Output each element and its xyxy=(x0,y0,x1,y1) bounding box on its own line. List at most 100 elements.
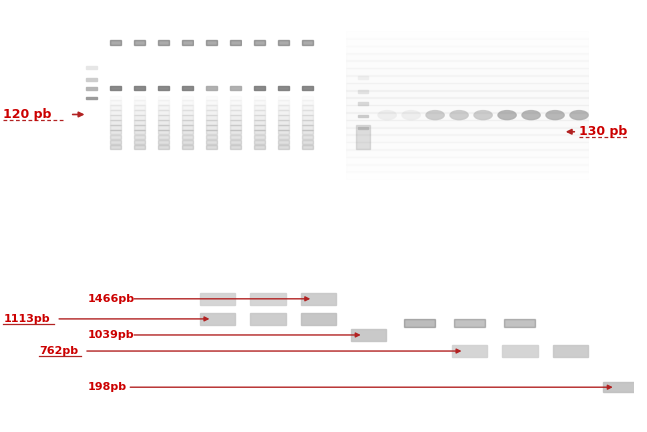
Text: 9: 9 xyxy=(304,18,311,27)
Bar xyxy=(302,135,313,140)
Bar xyxy=(278,120,289,124)
Bar xyxy=(254,135,265,140)
Bar xyxy=(206,120,217,124)
Text: 2: 2 xyxy=(265,230,271,239)
Text: 3: 3 xyxy=(432,18,438,27)
Bar xyxy=(346,38,589,46)
Bar xyxy=(278,145,289,149)
Bar xyxy=(254,110,265,115)
Bar xyxy=(278,86,289,90)
Text: 6: 6 xyxy=(504,18,510,27)
Text: 130 pb: 130 pb xyxy=(579,125,628,138)
Text: 3: 3 xyxy=(160,18,166,27)
Bar xyxy=(278,115,289,120)
Bar xyxy=(206,91,217,95)
Bar xyxy=(254,95,265,100)
Bar xyxy=(230,40,241,45)
Bar xyxy=(346,31,589,39)
Bar xyxy=(158,105,169,110)
Bar xyxy=(134,86,145,90)
Bar xyxy=(346,149,589,157)
Bar xyxy=(158,95,169,100)
Bar xyxy=(134,95,145,100)
Bar xyxy=(206,86,217,90)
Bar xyxy=(302,130,313,134)
Bar xyxy=(254,140,265,144)
Bar xyxy=(452,345,487,357)
Bar xyxy=(358,115,369,117)
Text: 8: 8 xyxy=(280,18,287,27)
Bar xyxy=(230,91,241,95)
Bar xyxy=(182,145,193,149)
Bar xyxy=(358,62,369,65)
Bar xyxy=(200,293,236,305)
Text: 9: 9 xyxy=(576,18,582,27)
Bar xyxy=(278,105,289,110)
Text: 6: 6 xyxy=(232,18,239,27)
Bar xyxy=(110,115,121,120)
Bar xyxy=(346,90,589,98)
Bar xyxy=(134,105,145,110)
Text: 7: 7 xyxy=(256,18,263,27)
Bar xyxy=(158,145,169,149)
Bar xyxy=(182,140,193,144)
Bar xyxy=(301,293,336,305)
Bar xyxy=(110,40,121,45)
Bar xyxy=(278,125,289,130)
Bar xyxy=(206,130,217,134)
Bar xyxy=(158,135,169,140)
Bar xyxy=(230,145,241,149)
Ellipse shape xyxy=(378,111,396,120)
Bar xyxy=(278,135,289,140)
Bar xyxy=(230,110,241,115)
Bar xyxy=(182,101,193,105)
Bar xyxy=(301,313,336,324)
Bar xyxy=(346,68,589,76)
Text: 1466pb: 1466pb xyxy=(87,294,135,304)
Text: 1: 1 xyxy=(113,18,118,27)
Bar xyxy=(86,97,97,99)
Bar xyxy=(182,120,193,124)
Bar xyxy=(158,130,169,134)
Bar xyxy=(158,115,169,120)
Text: 2: 2 xyxy=(408,18,414,27)
Bar xyxy=(346,134,589,143)
Bar xyxy=(505,318,536,327)
Ellipse shape xyxy=(498,111,516,120)
Text: 762pb: 762pb xyxy=(39,346,78,356)
Bar xyxy=(182,95,193,100)
Bar xyxy=(346,45,589,54)
Text: 9: 9 xyxy=(618,230,624,239)
Bar xyxy=(346,83,589,91)
Bar xyxy=(110,145,121,149)
Bar xyxy=(182,105,193,110)
Bar xyxy=(254,115,265,120)
Bar xyxy=(134,91,145,95)
Bar xyxy=(110,140,121,144)
Ellipse shape xyxy=(522,111,540,120)
Bar xyxy=(302,140,313,144)
Bar xyxy=(182,86,193,90)
Bar xyxy=(110,120,121,124)
Bar xyxy=(254,120,265,124)
Bar xyxy=(110,105,121,110)
Text: 8: 8 xyxy=(552,18,558,27)
Bar xyxy=(182,40,193,45)
Bar xyxy=(346,127,589,135)
Bar xyxy=(404,318,435,327)
Text: 1: 1 xyxy=(384,18,390,27)
Bar xyxy=(250,313,285,324)
Ellipse shape xyxy=(546,111,564,120)
Bar xyxy=(302,86,313,90)
Text: 1: 1 xyxy=(214,230,221,239)
Bar xyxy=(230,105,241,110)
Bar xyxy=(254,101,265,105)
Bar xyxy=(182,115,193,120)
Bar xyxy=(278,40,289,45)
Bar xyxy=(110,95,121,100)
Bar xyxy=(230,120,241,124)
Bar xyxy=(134,125,145,130)
Bar xyxy=(86,78,97,81)
Bar xyxy=(230,95,241,100)
Bar xyxy=(110,110,121,115)
